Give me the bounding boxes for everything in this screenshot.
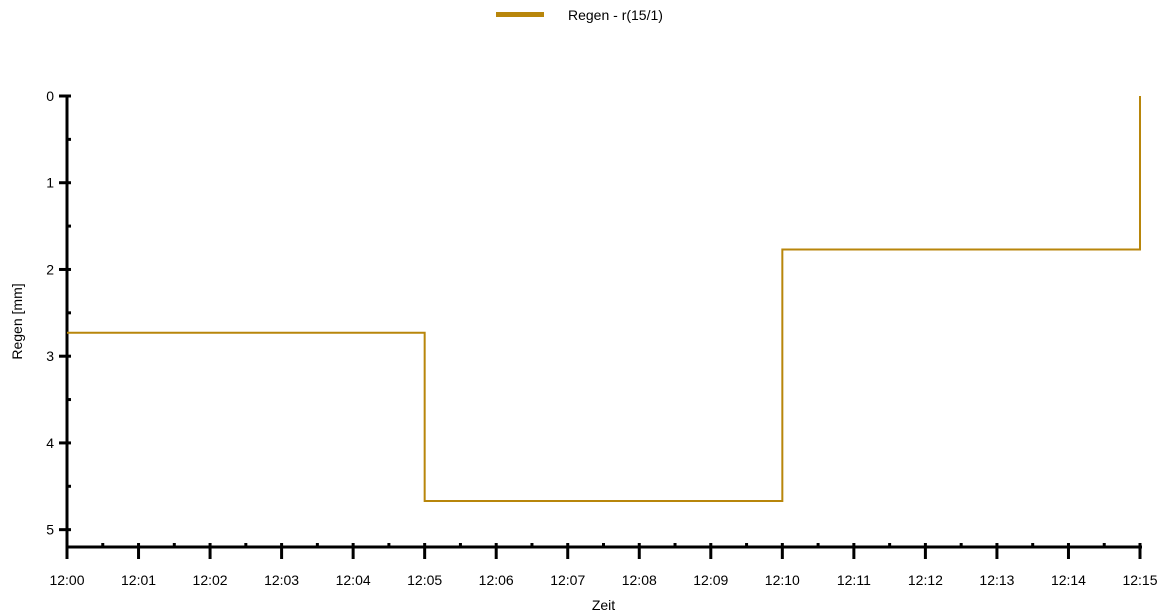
series-line-regen xyxy=(67,96,1141,503)
y-tick-label: 5 xyxy=(46,522,54,538)
y-ticks: 0 1 2 3 4 5 xyxy=(46,88,71,538)
x-axis-title: Zeit xyxy=(592,597,615,613)
x-tick-label: 12:03 xyxy=(264,572,299,588)
y-tick-label: 4 xyxy=(46,435,54,451)
x-tick-label: 12:05 xyxy=(407,572,442,588)
x-tick-label: 12:10 xyxy=(765,572,800,588)
x-tick-label: 12:11 xyxy=(837,572,871,588)
y-tick-label: 3 xyxy=(46,348,54,364)
x-tick-label: 12:01 xyxy=(121,572,156,588)
legend: Regen - r(15/1) xyxy=(496,7,663,23)
y-tick-label: 2 xyxy=(46,261,54,277)
y-tick-label: 1 xyxy=(46,175,54,191)
y-tick-label: 0 xyxy=(46,88,54,104)
y-axis-title: Regen [mm] xyxy=(9,283,25,359)
x-tick-label: 12:09 xyxy=(693,572,728,588)
x-tick-label: 12:15 xyxy=(1122,572,1157,588)
x-tick-label: 12:12 xyxy=(908,572,943,588)
axes xyxy=(65,96,1142,549)
legend-label-regen: Regen - r(15/1) xyxy=(568,7,663,23)
x-ticks: 12:00 12:01 12:02 12:03 12:04 12:05 12:06 12:07… xyxy=(49,543,1158,588)
legend-swatch-regen xyxy=(496,12,544,17)
x-tick-label: 12:04 xyxy=(336,572,371,588)
x-tick-label: 12:14 xyxy=(1051,572,1086,588)
x-tick-label: 12:13 xyxy=(979,572,1014,588)
x-tick-label: 12:08 xyxy=(622,572,657,588)
x-tick-label: 12:00 xyxy=(49,572,84,588)
x-tick-label: 12:07 xyxy=(550,572,585,588)
x-tick-label: 12:06 xyxy=(479,572,514,588)
x-tick-label: 12:02 xyxy=(193,572,228,588)
series-group xyxy=(67,96,1141,503)
